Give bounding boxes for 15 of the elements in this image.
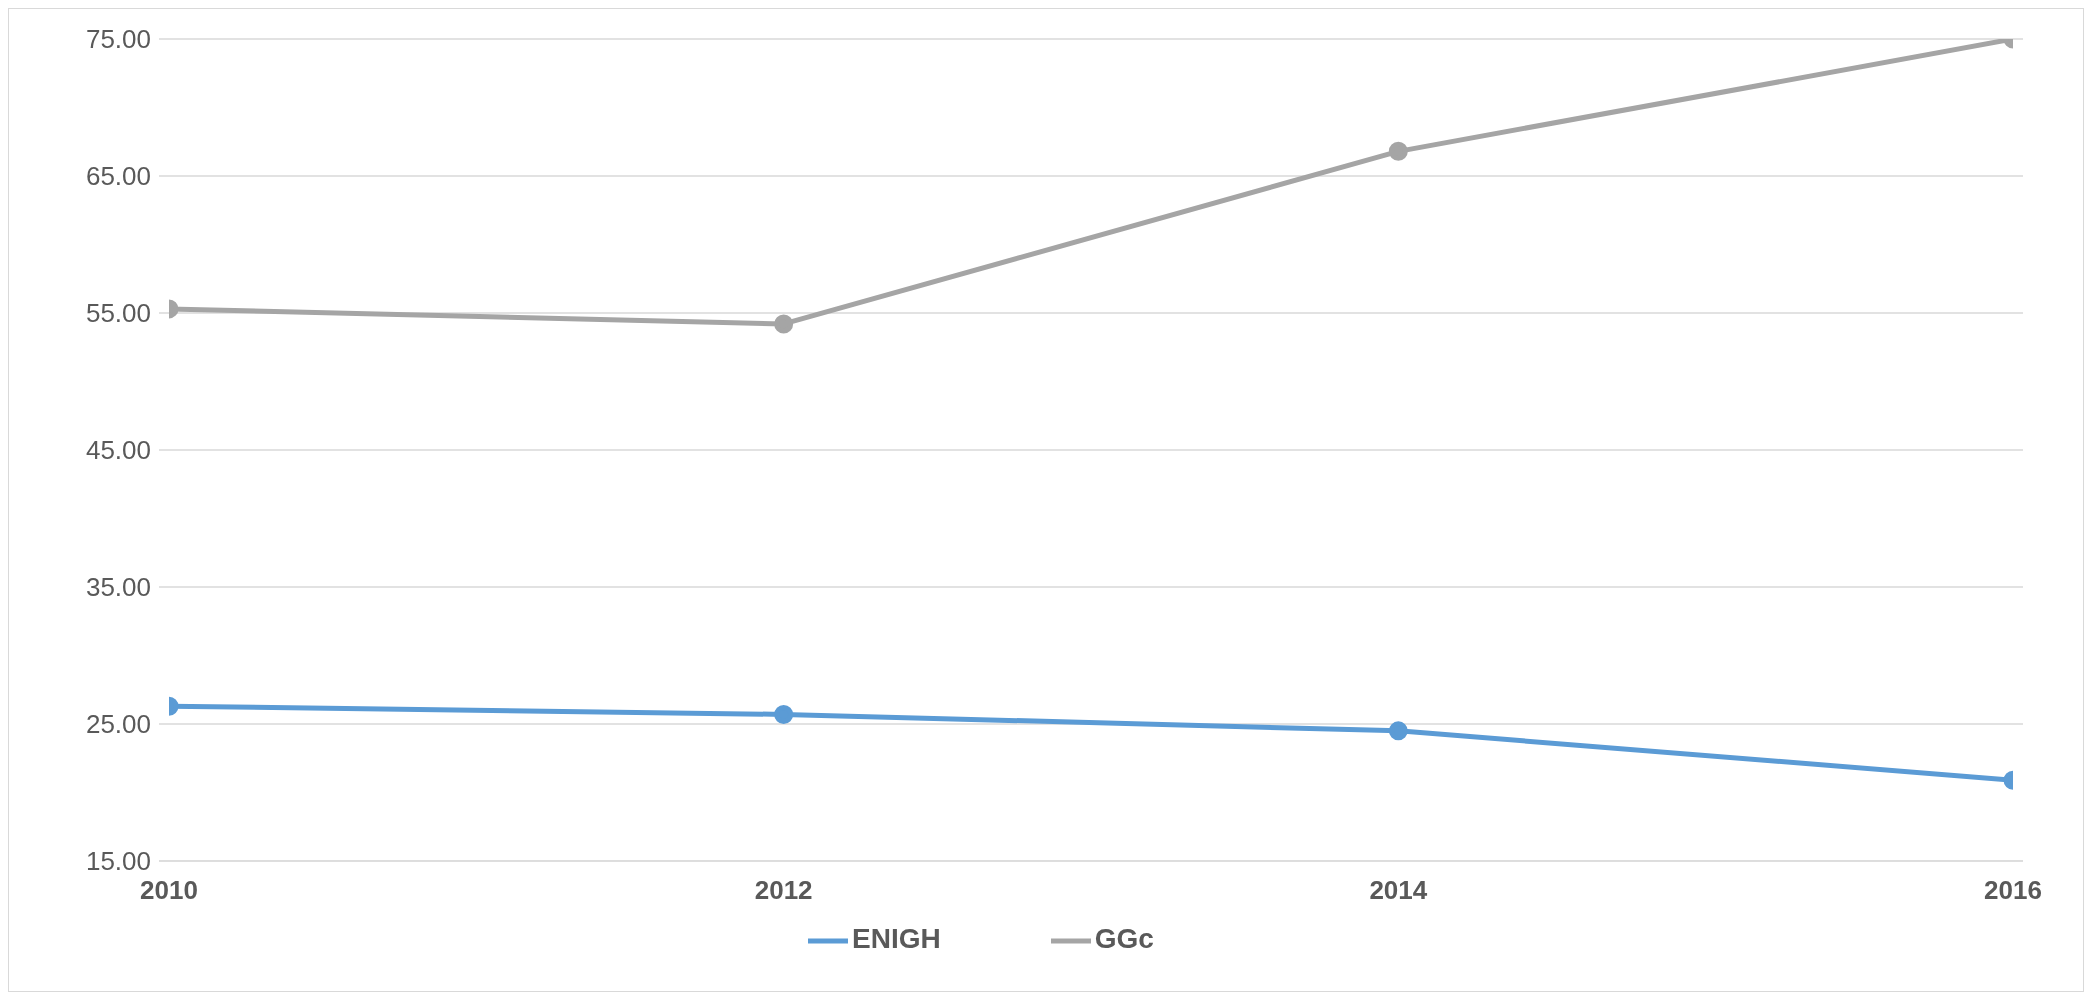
x-tick-label: 2016 <box>1984 875 2042 906</box>
y-tick-label: 25.00 <box>85 709 151 740</box>
x-tick-label: 2014 <box>1369 875 1428 906</box>
y-tick-label: 75.00 <box>85 24 151 55</box>
y-tick-label: 45.00 <box>85 435 151 466</box>
legend-label: ENIGH <box>852 923 941 955</box>
x-tick-label: 2010 <box>140 875 198 906</box>
y-tick-label: 65.00 <box>85 161 151 192</box>
legend-label: GGc <box>1094 923 1154 955</box>
y-tick-label: 35.00 <box>85 572 151 603</box>
x-tick-label: 2012 <box>754 875 813 906</box>
y-tick-label: 15.00 <box>85 846 151 877</box>
y-tick-label: 55.00 <box>85 298 151 329</box>
point <box>1388 141 1408 161</box>
point <box>774 314 794 334</box>
